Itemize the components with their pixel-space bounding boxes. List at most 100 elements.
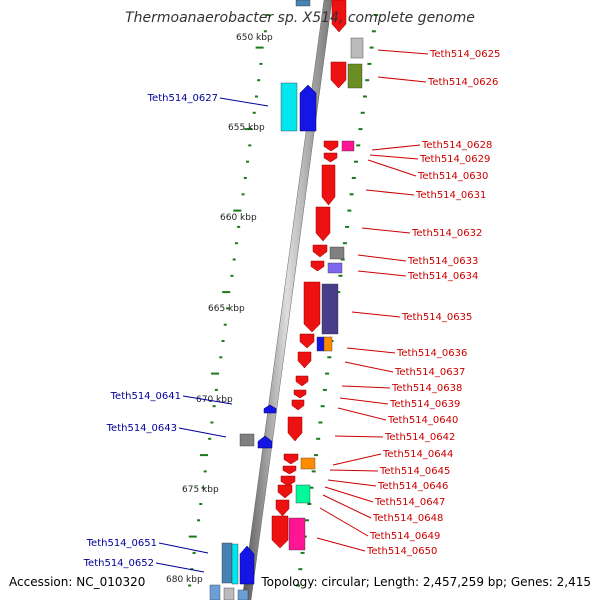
gene-leader-line (319, 507, 369, 537)
gene-label: Teth514_0637 (394, 367, 465, 378)
gene-leader-line (357, 254, 407, 262)
gene-label: Teth514_0642 (384, 432, 455, 443)
major-tick (222, 291, 231, 294)
gene-0624b (295, 0, 311, 7)
gene-0636b (316, 336, 325, 352)
minor-tick-outer (365, 79, 370, 82)
minor-tick-inner (254, 95, 258, 98)
minor-tick-inner (257, 79, 261, 82)
minor-tick-inner (248, 144, 252, 147)
gene-0633b (329, 246, 345, 260)
minor-tick-inner (225, 307, 229, 310)
minor-tick-inner (232, 258, 236, 261)
major-tick (244, 128, 253, 131)
minor-tick-outer (311, 470, 316, 473)
gene-label: Teth514_0645 (379, 466, 450, 477)
gene-leader-line (371, 144, 421, 151)
minor-tick-outer (342, 242, 347, 245)
gene-leader-line (339, 397, 389, 405)
gene-label: Teth514_0626 (427, 77, 498, 88)
minor-tick-inner (188, 584, 192, 587)
gene-leader-line (367, 159, 417, 177)
gene-0634b (327, 262, 343, 274)
minor-tick-inner (241, 193, 245, 196)
minor-tick-inner (192, 551, 196, 554)
minor-tick-outer (307, 503, 312, 505)
gene-0653a (209, 584, 221, 601)
gene-0625 (350, 37, 364, 59)
kbp-tick-label: 670 kbp (196, 395, 233, 405)
gene-label: Teth514_0634 (407, 271, 478, 282)
gene-label: Teth514_0650 (366, 546, 437, 557)
gene-leader-line (327, 479, 377, 487)
minor-tick-outer (322, 388, 327, 391)
gene-label: Teth514_0652 (83, 558, 154, 569)
gene-leader-line (182, 395, 233, 405)
minor-tick-inner (246, 160, 250, 163)
gene-label: Teth514_0635 (401, 312, 472, 323)
minor-tick-inner (230, 274, 234, 277)
gene-leader-line (377, 76, 427, 83)
minor-tick-outer (298, 568, 303, 571)
minor-tick-inner (266, 14, 270, 16)
minor-tick-inner (223, 323, 227, 326)
major-tick (199, 454, 208, 457)
gene-label: Teth514_0633 (407, 256, 478, 267)
minor-tick-outer (325, 372, 330, 375)
gene-label: Teth514_0647 (374, 497, 445, 508)
minor-tick-inner (252, 111, 256, 114)
gene-label: Teth514_0649 (369, 531, 440, 542)
kbp-tick-label: 680 kbp (166, 575, 203, 585)
gene-label: Teth514_0644 (382, 449, 453, 460)
gene-leader-line (219, 97, 269, 107)
minor-tick-inner (212, 405, 216, 408)
minor-tick-outer (340, 258, 345, 261)
gene-0634 (310, 260, 325, 272)
topology-text: Topology: circular; Length: 2,457,259 bp… (261, 575, 591, 589)
gene-leader-line (324, 486, 374, 503)
gene-label: Teth514_0631 (415, 190, 486, 201)
minor-tick-inner (197, 519, 201, 522)
minor-tick-outer (347, 209, 352, 212)
minor-tick-inner (208, 437, 212, 440)
gene-0644b (300, 457, 316, 470)
minor-tick-inner (259, 62, 263, 65)
gene-0636c (323, 336, 333, 352)
gene-0647 (277, 484, 293, 499)
minor-tick-outer (305, 519, 310, 522)
minor-tick-outer (371, 30, 376, 33)
minor-tick-inner (219, 356, 223, 359)
gene-0648 (275, 499, 290, 517)
gene-0653b (223, 587, 235, 601)
gene-0653c (237, 589, 249, 601)
minor-tick-inner (199, 503, 203, 505)
minor-tick-outer (316, 437, 321, 440)
gene-label: Teth514_0639 (389, 399, 460, 410)
gene-0632 (315, 206, 331, 242)
gene-leader-line (322, 494, 372, 519)
gene-0645 (282, 465, 297, 475)
minor-tick-inner (203, 470, 207, 473)
gene-label: Teth514_0651 (86, 538, 157, 549)
kbp-tick-label: 675 kbp (182, 485, 219, 495)
gene-label: Teth514_0625 (429, 49, 500, 60)
gene-0627a (280, 82, 298, 132)
gene-leader-line (344, 361, 394, 373)
gene-label: Teth514_0643 (106, 423, 177, 434)
minor-tick-outer (327, 356, 332, 359)
gene-0651 (239, 545, 255, 585)
kbp-tick-label: 660 kbp (220, 213, 257, 223)
gene-leader-line (329, 469, 379, 472)
gene-0626 (330, 61, 347, 89)
gene-leader-line (158, 542, 209, 554)
minor-tick-outer (351, 177, 356, 179)
gene-0627 (299, 84, 317, 132)
minor-tick-outer (318, 421, 323, 424)
gene-0637 (297, 351, 312, 369)
minor-tick-outer (336, 291, 341, 294)
kbp-tick-label: 655 kbp (228, 123, 265, 133)
major-tick (255, 46, 264, 49)
gene-0651a (221, 542, 233, 584)
